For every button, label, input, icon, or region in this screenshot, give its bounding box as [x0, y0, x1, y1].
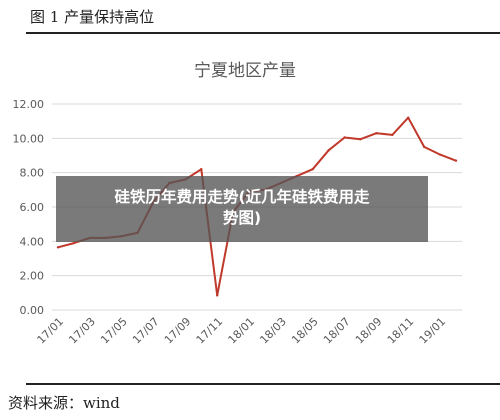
overlay-line-2: 势图)	[222, 209, 262, 227]
figure-caption: 图 1 产量保持高位	[30, 8, 155, 26]
data-point	[200, 168, 203, 171]
data-point	[454, 159, 458, 162]
source-note: 资料来源：wind	[8, 394, 120, 412]
x-tick-label: 17/03	[66, 315, 98, 347]
data-point	[438, 153, 442, 156]
x-tick-label: 17/11	[194, 315, 226, 347]
x-tick-label: 17/05	[98, 315, 130, 347]
data-point	[343, 136, 346, 139]
data-point	[327, 149, 330, 152]
x-tick-label: 17/09	[162, 315, 194, 347]
x-tick-label: 18/03	[257, 315, 289, 347]
overlay-line-1: 硅铁历年费用走势(近几年硅铁费用走	[114, 188, 370, 206]
y-tick-label: 2.00	[20, 270, 45, 283]
data-point	[407, 116, 410, 119]
x-tick-label: 18/01	[226, 315, 258, 347]
y-tick-label: 0.00	[20, 304, 45, 317]
data-point	[391, 133, 394, 137]
y-tick-label: 6.00	[20, 201, 45, 214]
data-point	[311, 168, 314, 171]
data-point	[422, 145, 426, 149]
data-point	[216, 294, 219, 297]
x-tick-label: 17/01	[35, 315, 67, 347]
x-tick-label: 18/11	[385, 315, 417, 347]
x-tick-label: 19/01	[417, 315, 449, 347]
x-tick-label: 18/07	[321, 315, 353, 347]
data-point	[72, 241, 76, 245]
data-point	[56, 246, 60, 249]
y-tick-label: 4.00	[20, 235, 45, 248]
x-tick-label: 18/09	[353, 315, 385, 347]
y-tick-label: 8.00	[20, 167, 45, 180]
y-tick-label: 10.00	[13, 132, 45, 145]
x-tick-label: 17/07	[130, 315, 162, 347]
y-tick-label: 12.00	[13, 98, 45, 111]
source-divider	[26, 383, 500, 385]
data-point	[359, 137, 362, 141]
data-point	[375, 131, 378, 135]
chart-title: 宁夏地区产量	[194, 61, 296, 81]
x-tick-label: 18/05	[289, 315, 321, 347]
watermark-overlay: 硅铁历年费用走势(近几年硅铁费用走 势图)	[56, 176, 428, 242]
caption-divider	[26, 32, 500, 34]
